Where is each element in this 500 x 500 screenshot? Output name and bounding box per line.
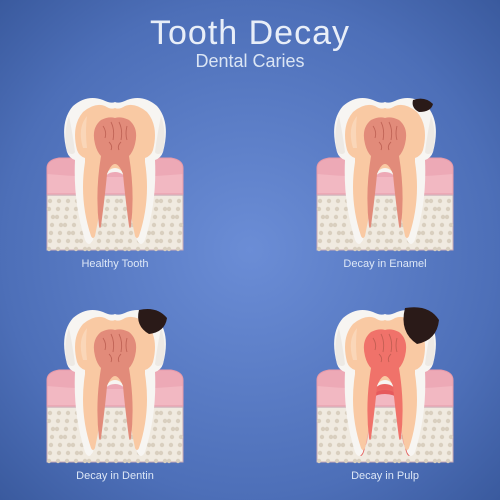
main-title: Tooth Decay xyxy=(150,14,350,53)
tooth-diagram-healthy xyxy=(45,92,185,252)
panel-enamel: Decay in Enamel xyxy=(315,92,455,270)
caption: Healthy Tooth xyxy=(81,258,148,270)
tooth-diagram-dentin xyxy=(45,304,185,464)
caption: Decay in Pulp xyxy=(351,470,419,482)
panel-dentin: Decay in Dentin xyxy=(45,304,185,482)
tooth-diagram-pulp xyxy=(315,304,455,464)
subtitle: Dental Caries xyxy=(195,51,304,72)
panel-pulp: Decay in Pulp xyxy=(315,304,455,482)
infographic-canvas: Tooth Decay Dental Caries Healthy Tooth xyxy=(0,0,500,500)
stages-grid: Healthy Tooth Decay in Enamel xyxy=(45,92,455,482)
caption: Decay in Enamel xyxy=(343,258,426,270)
caption: Decay in Dentin xyxy=(76,470,154,482)
tooth-diagram-enamel xyxy=(315,92,455,252)
panel-healthy: Healthy Tooth xyxy=(45,92,185,270)
